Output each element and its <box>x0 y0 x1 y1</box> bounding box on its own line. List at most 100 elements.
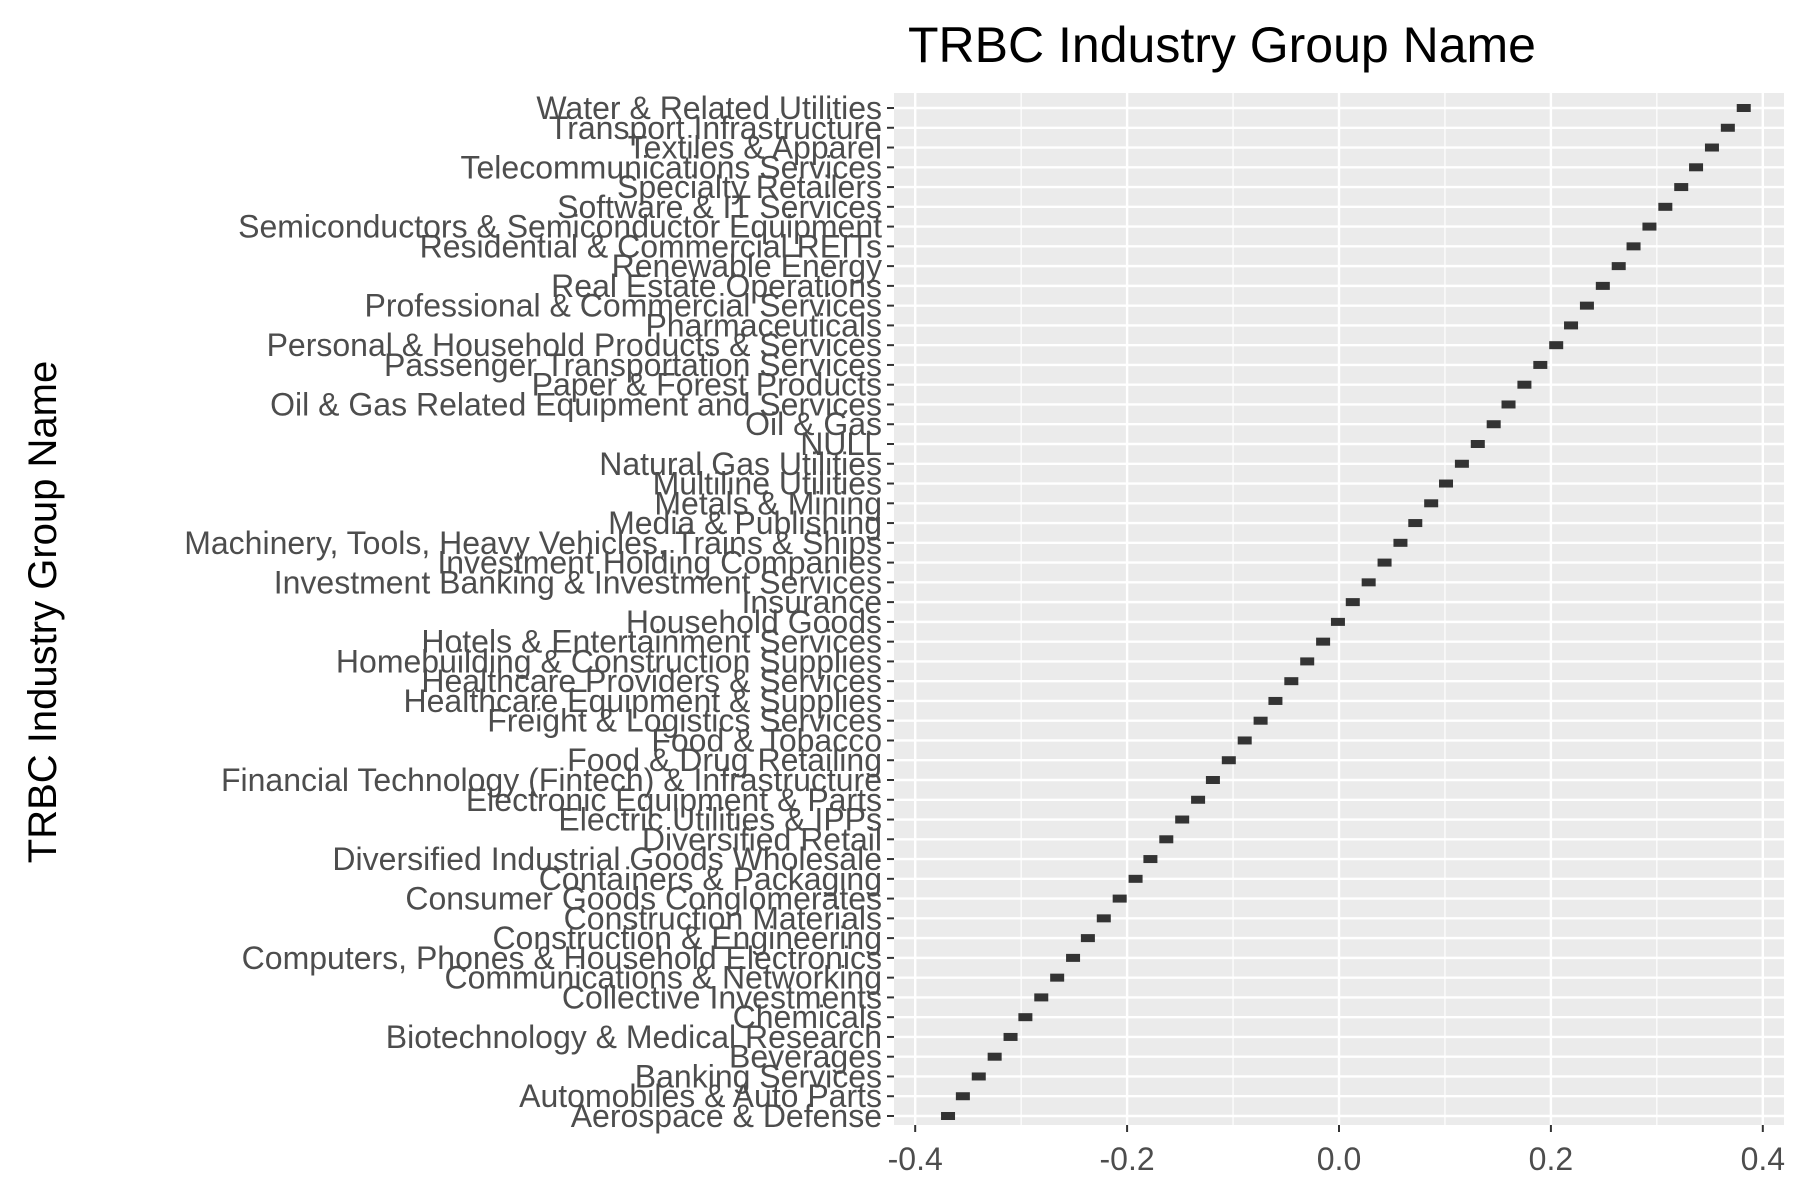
y-tick-label: Automobiles & Auto Parts <box>519 1078 882 1114</box>
data-point <box>1454 459 1469 468</box>
data-point <box>1003 1032 1018 1041</box>
data-point <box>1112 894 1127 903</box>
y-tick-label: Biotechnology & Medical Research <box>386 1019 882 1055</box>
data-point <box>1159 835 1174 844</box>
data-point <box>1316 637 1331 646</box>
y-tick-label: Electronic Equipment & Parts <box>466 782 882 818</box>
x-axis: -0.4 -0.2 0.0 0.2 0.4 <box>888 1125 1785 1177</box>
y-tick-label: Software & IT Services <box>557 189 882 225</box>
data-point <box>1533 360 1548 369</box>
data-point <box>1221 756 1236 765</box>
data-point <box>1658 202 1673 211</box>
y-tick-label: Machinery, Tools, Heavy Vehicles, Trains… <box>184 525 882 561</box>
data-point <box>1205 776 1220 784</box>
y-tick-label: Diversified Retail <box>642 821 882 857</box>
data-point <box>1128 874 1143 883</box>
data-point <box>1517 380 1532 389</box>
y-tick-label: Household Goods <box>626 604 882 640</box>
y-tick-label: Investment Holding Companies <box>437 545 882 581</box>
data-point <box>1720 123 1735 132</box>
y-tick-label: Real Estate Operations <box>551 268 882 304</box>
y-tick-label: Telecommunications Services <box>461 149 883 185</box>
data-point <box>1486 420 1501 429</box>
y-tick-label: Renewable Energy <box>612 248 882 284</box>
y-tick-label: Investment Banking & Investment Services <box>274 564 882 600</box>
data-point <box>1175 815 1190 824</box>
data-point <box>1579 301 1594 310</box>
y-tick-label: Media & Publishing <box>608 505 882 541</box>
data-point <box>1330 617 1345 626</box>
data-point <box>1689 163 1704 172</box>
data-point <box>1704 143 1719 152</box>
data-point <box>1050 973 1065 982</box>
y-tick-label: Passenger Transportation Services <box>384 347 882 383</box>
y-tick-label: Electric Utilities & IPPs <box>558 802 882 838</box>
chart-title: TRBC Industry Group Name <box>908 17 1536 73</box>
y-tick-label: Food & Drug Retailing <box>567 742 882 778</box>
data-point <box>1361 578 1376 587</box>
data-point <box>1253 716 1268 725</box>
y-tick-label: Collective Investments <box>562 979 882 1015</box>
data-point <box>1300 657 1315 666</box>
x-tick-label: 0.0 <box>1317 1141 1361 1177</box>
y-tick-label: Healthcare Equipment & Supplies <box>404 683 883 719</box>
data-point <box>1393 538 1408 547</box>
grid-lines <box>894 93 1784 1125</box>
y-tick-label: Insurance <box>741 584 882 620</box>
x-tick-label: -0.2 <box>1100 1141 1155 1177</box>
y-tick-label: Computers, Phones & Household Electronic… <box>242 940 882 976</box>
y-axis-title: TRBC Industry Group Name <box>21 361 65 863</box>
y-tick-label: Containers & Packaging <box>539 861 882 897</box>
data-marks <box>941 104 1751 1120</box>
data-point <box>1674 183 1689 192</box>
x-tick-label: 0.4 <box>1741 1141 1785 1177</box>
y-tick-label: Financial Technology (Fintech) & Infrast… <box>221 762 882 798</box>
y-tick-label: Water & Related Utilities <box>536 90 882 126</box>
data-point <box>1268 696 1283 705</box>
y-tick-label: Professional & Commercial Services <box>365 288 883 324</box>
y-tick-label: Freight & Logistics Services <box>487 703 882 739</box>
data-point <box>941 1112 956 1120</box>
y-tick-label: Oil & Gas <box>745 406 882 442</box>
y-tick-label: Multiline Utilities <box>653 466 882 502</box>
data-point <box>1096 914 1111 923</box>
data-point <box>955 1092 970 1101</box>
data-point <box>1439 479 1454 488</box>
data-point <box>1284 677 1299 686</box>
data-point <box>1034 993 1049 1002</box>
data-point <box>1345 598 1360 607</box>
y-tick-label: Construction & Engineering <box>492 920 882 956</box>
y-tick-label: Aerospace & Defense <box>571 1098 882 1134</box>
y-tick-label: Chemicals <box>733 999 882 1035</box>
y-tick-label: Consumer Goods Conglomerates <box>405 881 882 917</box>
data-point <box>1377 558 1392 567</box>
y-tick-label: Textiles & Apparel <box>628 130 882 166</box>
data-point <box>1470 440 1485 448</box>
data-point <box>1018 1013 1033 1022</box>
data-point <box>1191 795 1206 804</box>
y-tick-label: Banking Services <box>635 1058 882 1094</box>
x-tick-label: 0.2 <box>1529 1141 1573 1177</box>
y-tick-label: Beverages <box>729 1039 882 1075</box>
data-point <box>1237 736 1252 745</box>
y-tick-label: Diversified Industrial Goods Wholesale <box>332 841 882 877</box>
y-tick-label: Food & Tobacco <box>651 722 882 758</box>
y-tick-label: Residential & Commercial REITs <box>420 228 882 264</box>
data-point <box>1066 953 1081 962</box>
y-tick-label: Hotels & Entertainment Services <box>421 624 882 660</box>
y-tick-label: Construction Materials <box>564 900 882 936</box>
y-tick-label: Pharmaceuticals <box>645 307 882 343</box>
y-tick-label: Personal & Household Products & Services <box>267 327 882 363</box>
data-point <box>1595 281 1610 290</box>
data-point <box>1564 321 1579 330</box>
y-tick-label: Communications & Networking <box>445 960 883 996</box>
data-point <box>971 1072 986 1081</box>
data-point <box>1611 262 1626 271</box>
y-tick-label: Homebuilding & Construction Supplies <box>336 643 882 679</box>
y-tick-label: Transport Infrastructure <box>549 110 882 146</box>
x-tick-label: -0.4 <box>888 1141 943 1177</box>
y-tick-label: Healthcare Providers & Services <box>421 663 882 699</box>
y-tick-label: Semiconductors & Semiconductor Equipment <box>238 209 882 245</box>
